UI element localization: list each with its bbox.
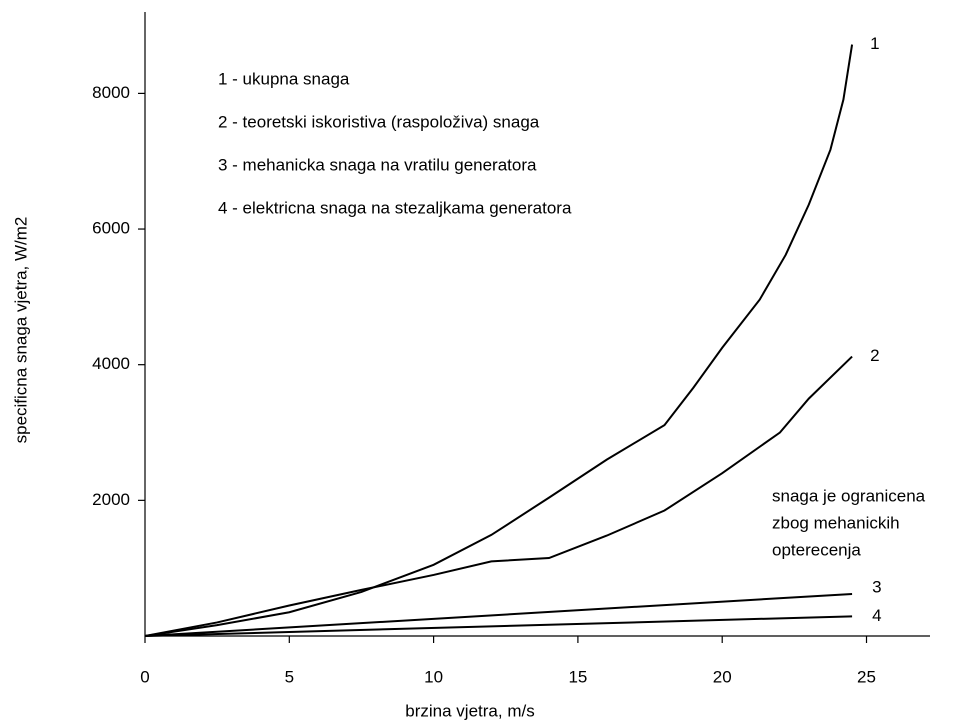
y-tick-label: 6000: [92, 219, 130, 238]
series-label: 3: [872, 577, 881, 596]
y-axis-label: specificna snaga vjetra, W/m2: [11, 217, 30, 444]
x-tick-label: 10: [424, 667, 443, 686]
y-tick-label: 4000: [92, 354, 130, 373]
series-label: 4: [872, 606, 881, 625]
line-series: [144, 44, 854, 637]
y-tick-label: 2000: [92, 490, 130, 509]
annotation: opterecenja: [772, 540, 861, 559]
legend-entry: 1 - ukupna snaga: [218, 69, 350, 88]
legend-entry: 3 - mehanicka snaga na vratilu generator…: [218, 155, 537, 174]
x-tick-label: 25: [857, 667, 876, 686]
x-axis-label: brzina vjetra, m/s: [405, 701, 534, 720]
line-series: [144, 592, 853, 637]
x-tick-label: 0: [140, 667, 149, 686]
annotation: snaga je ogranicena: [772, 486, 926, 505]
y-tick-label: 8000: [92, 83, 130, 102]
legend-entry: 4 - elektricna snaga na stezaljkama gene…: [218, 198, 572, 217]
x-tick-label: 5: [285, 667, 294, 686]
line-series: [144, 615, 853, 637]
legend-entry: 2 - teoretski iskoristiva (raspoloživa) …: [218, 112, 540, 131]
series-label: 1: [870, 34, 879, 53]
x-tick-label: 20: [713, 667, 732, 686]
annotation: zbog mehanickih: [772, 513, 900, 532]
line-series: [144, 355, 853, 637]
series-label: 2: [870, 346, 879, 365]
x-tick-label: 15: [568, 667, 587, 686]
